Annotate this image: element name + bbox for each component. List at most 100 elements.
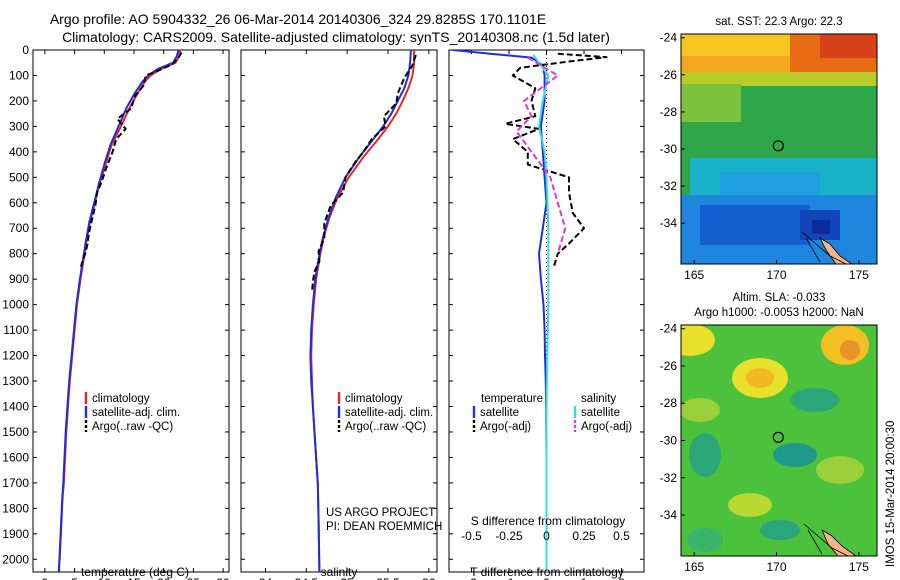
y-tick-label: 500 bbox=[9, 170, 29, 184]
x-tick-label: 5 bbox=[71, 576, 78, 580]
pi-note: PI: DEAN ROEMMICH bbox=[326, 521, 442, 533]
x-tick-label: 36 bbox=[422, 576, 436, 580]
x-tick-label: 2 bbox=[618, 576, 625, 580]
map-y-tick-label: -32 bbox=[660, 471, 678, 485]
y-tick-label: 1000 bbox=[2, 298, 29, 312]
series-line-temperature-satellite bbox=[452, 50, 548, 572]
s-difference-tick-label: -0.5 bbox=[461, 529, 482, 543]
map-y-tick-label: -34 bbox=[660, 508, 678, 522]
difference-depth-ticks bbox=[449, 49, 644, 560]
series-line-salinity-satellite bbox=[532, 54, 550, 572]
argo-float-marker bbox=[772, 140, 784, 152]
depth-axis: 0 100 200 300 400 500 600 700 800 900 1000 1100 1200… bbox=[2, 43, 229, 566]
series-line-climatology bbox=[310, 50, 416, 572]
map-y-tick-label: -26 bbox=[660, 68, 678, 82]
map-y-tick-label: -28 bbox=[660, 396, 678, 410]
temperature-legend: climatology satellite-adj. clim. Argo(..… bbox=[84, 392, 180, 433]
sst-map-axes: 165 170 175 -24 -26 -28 -30 -32 -34 bbox=[660, 31, 870, 282]
legend-label-climatology: climatology bbox=[345, 393, 403, 405]
x-tick-label: 34.5 bbox=[295, 576, 319, 580]
sla-map-subtitle: Argo h1000: -0.0053 h2000: NaN bbox=[694, 307, 863, 319]
series-line-satellite-adj-clim bbox=[57, 50, 180, 572]
legend-label-t-argo: Argo(-adj) bbox=[480, 421, 531, 433]
x-tick-label: -1 bbox=[504, 576, 515, 580]
x-tick-label: 25 bbox=[187, 576, 201, 580]
x-tick-label: 35 bbox=[340, 576, 354, 580]
map-x-tick-label: 165 bbox=[684, 268, 704, 282]
temperature-xlabel: temperature (deg C) bbox=[81, 565, 189, 579]
argo-float-marker bbox=[772, 431, 784, 443]
x-tick-label: 30 bbox=[216, 576, 230, 580]
y-tick-label: 900 bbox=[9, 272, 29, 286]
map-x-tick-label: 175 bbox=[849, 560, 869, 574]
map-x-tick-label: 170 bbox=[767, 560, 787, 574]
y-tick-label: 1300 bbox=[2, 374, 29, 388]
sla-map-axes: 165 170 175 -24 -26 -28 -30 -32 -34 bbox=[660, 322, 870, 574]
imos-timestamp: IMOS 15-Mar-2014 20:00:30 bbox=[885, 421, 897, 567]
series-line-salinity-argo-adj bbox=[515, 56, 567, 254]
series-line-argo-raw-qc bbox=[79, 51, 183, 270]
legend-label-s-satellite: satellite bbox=[581, 407, 620, 419]
salinity-xlabel: salinity bbox=[321, 565, 358, 579]
sla-anomaly-blobs bbox=[681, 325, 869, 552]
difference-legend: temperature satellite Argo(-adj) salinit… bbox=[472, 393, 632, 433]
temperature-plot-frame bbox=[32, 49, 230, 573]
y-tick-label: 1500 bbox=[2, 425, 29, 439]
x-tick-label: 0 bbox=[543, 576, 550, 580]
series-line-climatology bbox=[58, 50, 182, 572]
map-x-tick-label: 165 bbox=[684, 560, 704, 574]
legend-label-argo: Argo(..raw -QC) bbox=[345, 421, 426, 433]
x-tick-label: -2 bbox=[466, 576, 477, 580]
x-tick-label: 0 bbox=[42, 576, 49, 580]
salinity-legend: climatology satellite-adj. clim. Argo(..… bbox=[337, 392, 433, 433]
t-difference-axis: -2 -1 0 1 2 bbox=[466, 50, 625, 580]
y-tick-label: 400 bbox=[9, 145, 29, 159]
y-tick-label: 0 bbox=[22, 43, 29, 57]
y-tick-label: 2000 bbox=[2, 552, 29, 566]
x-tick-label: 15 bbox=[127, 576, 141, 580]
sst-map-title: sat. SST: 22.3 Argo: 22.3 bbox=[715, 16, 842, 28]
y-tick-label: 1800 bbox=[2, 501, 29, 515]
legend-label-argo: Argo(..raw -QC) bbox=[92, 421, 173, 433]
legend-label-satellite: satellite-adj. clim. bbox=[92, 407, 180, 419]
series-line-argo-raw-qc bbox=[311, 54, 417, 292]
legend-label-s-argo: Argo(-adj) bbox=[581, 421, 632, 433]
y-tick-label: 1900 bbox=[2, 527, 29, 541]
s-difference-tick-label: 0 bbox=[543, 529, 550, 543]
coastline-shape bbox=[819, 236, 853, 264]
y-tick-label: 700 bbox=[9, 221, 29, 235]
x-tick-label: 1 bbox=[581, 576, 588, 580]
map-y-tick-label: -30 bbox=[660, 142, 678, 156]
y-tick-label: 1200 bbox=[2, 349, 29, 363]
s-difference-label: S difference from climatology bbox=[471, 514, 626, 528]
salinity-plot-frame bbox=[240, 49, 438, 573]
sst-warm-region bbox=[681, 34, 877, 122]
map-y-tick-label: -24 bbox=[660, 31, 678, 45]
x-tick-label: 20 bbox=[157, 576, 171, 580]
series-line-temperature-argo-adj bbox=[504, 52, 608, 267]
sla-bathymetry-contour bbox=[803, 523, 849, 556]
salinity-axis: 34 34.5 35 35.5 36 bbox=[259, 50, 436, 580]
sla-map-panel: Altim. SLA: -0.033 Argo h1000: -0.0053 h… bbox=[660, 292, 878, 574]
project-note: US ARGO PROJECT bbox=[326, 507, 435, 519]
s-difference-axis: -0.5 -0.25 0 0.25 0.5 bbox=[461, 529, 630, 543]
series-line-satellite-adj-clim bbox=[309, 50, 412, 572]
x-tick-label: 34 bbox=[259, 576, 273, 580]
y-tick-label: 1700 bbox=[2, 476, 29, 490]
salinity-depth-ticks bbox=[241, 49, 437, 560]
map-y-tick-label: -32 bbox=[660, 179, 678, 193]
legend-label-t-satellite: satellite bbox=[480, 407, 519, 419]
map-y-tick-label: -26 bbox=[660, 359, 678, 373]
map-y-tick-label: -24 bbox=[660, 322, 678, 336]
salinity-panel: 34 34.5 35 35.5 36 salinity climatology sate… bbox=[240, 49, 442, 580]
sla-map-title: Altim. SLA: -0.033 bbox=[733, 292, 826, 304]
y-tick-label: 300 bbox=[9, 119, 29, 133]
x-tick-label: 10 bbox=[98, 576, 112, 580]
y-tick-label: 1600 bbox=[2, 450, 29, 464]
map-y-tick-label: -30 bbox=[660, 434, 678, 448]
legend-title-salinity: salinity bbox=[581, 393, 616, 405]
map-x-tick-label: 175 bbox=[849, 268, 869, 282]
y-tick-label: 1400 bbox=[2, 399, 29, 413]
map-y-tick-label: -34 bbox=[660, 216, 678, 230]
